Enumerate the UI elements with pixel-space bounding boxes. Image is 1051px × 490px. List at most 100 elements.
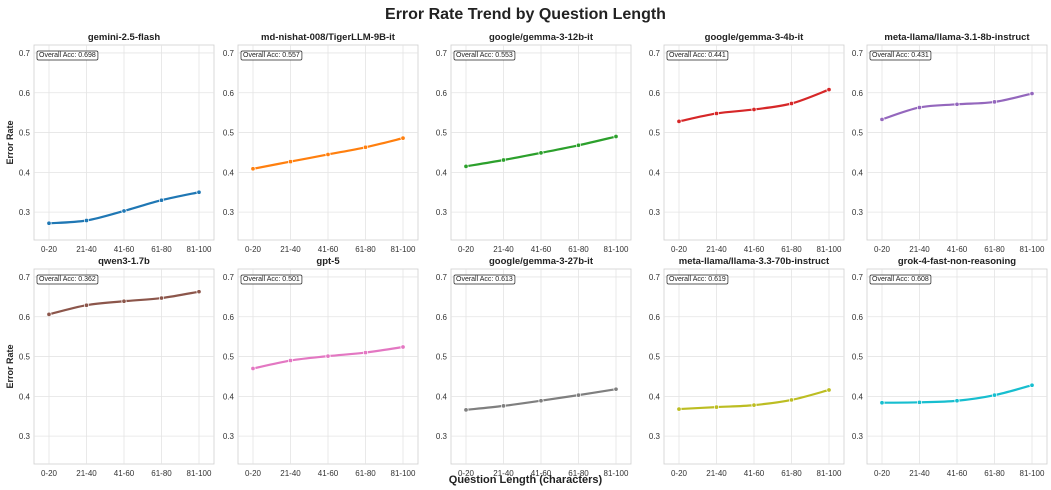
subplot-7: 0.3 0.4 0.5 0.6 0.7 0-20 21-40 41-60 61-80 81-100…: [223, 256, 419, 478]
data-point: [121, 208, 127, 214]
data-point: [83, 217, 90, 224]
overall-accuracy-label: Overall Acc: 0.619: [669, 276, 726, 283]
y-tick-label: 0.6: [223, 89, 235, 98]
subplot-10: 0.3 0.4 0.5 0.6 0.7 0-20 21-40 41-60 61-80 81-100…: [852, 256, 1048, 478]
data-point: [463, 407, 469, 413]
y-tick-label: 0.7: [436, 49, 448, 58]
data-point: [196, 189, 202, 195]
y-axis-label: Error Rate: [5, 120, 15, 164]
x-tick-label: 0-20: [458, 245, 475, 254]
x-tick-label: 41-60: [744, 469, 765, 478]
subplot-8: 0.3 0.4 0.5 0.6 0.7 0-20 21-40 41-60 61-80 81-100…: [436, 256, 632, 478]
y-tick-label: 0.3: [436, 432, 448, 441]
subplot-title: google/gemma-3-12b-it: [489, 32, 594, 43]
subplot-title: md-nishat-008/TigerLLM-9B-it: [261, 32, 396, 43]
figure-title: Error Rate Trend by Question Length: [385, 6, 666, 23]
y-tick-label: 0.4: [19, 168, 31, 177]
data-point: [83, 302, 90, 308]
overall-accuracy-label: Overall Acc: 0.553: [456, 52, 513, 59]
data-point: [500, 403, 507, 409]
x-tick-label: 41-60: [744, 245, 765, 254]
data-point: [751, 106, 757, 113]
subplot-title: meta-llama/llama-3.3-70b-instruct: [679, 256, 830, 267]
data-point: [250, 365, 256, 372]
data-point: [1029, 382, 1035, 388]
data-point: [575, 392, 582, 398]
data-point: [613, 386, 619, 392]
y-tick-label: 0.3: [223, 432, 235, 441]
y-tick-label: 0.7: [649, 49, 661, 58]
y-tick-label: 0.5: [649, 129, 661, 138]
data-point: [400, 344, 406, 350]
x-tick-label: 0-20: [41, 469, 58, 478]
y-tick-label: 0.4: [223, 168, 235, 177]
x-tick-label: 41-60: [947, 245, 968, 254]
x-tick-label: 21-40: [909, 469, 930, 478]
y-axis-label: Error Rate: [5, 344, 15, 388]
data-point: [826, 387, 832, 393]
annotation-box: [869, 50, 932, 61]
x-tick-label: 81-100: [817, 245, 842, 254]
data-point: [916, 399, 923, 405]
data-point: [916, 104, 923, 111]
data-point: [362, 350, 369, 356]
y-tick-label: 0.4: [436, 168, 448, 177]
x-tick-label: 61-80: [355, 469, 376, 478]
data-point: [751, 402, 757, 408]
data-point: [325, 353, 331, 359]
annotation-box: [453, 50, 516, 61]
x-tick-label: 41-60: [531, 469, 552, 478]
data-point: [538, 150, 544, 156]
y-tick-label: 0.5: [223, 129, 235, 138]
y-tick-label: 0.3: [19, 432, 31, 441]
subplot-6: 0.3 0.4 0.5 0.6 0.7 0-20 21-40 41-60 61-80 81-100…: [19, 256, 215, 478]
annotation-box: [666, 50, 729, 61]
x-tick-label: 41-60: [114, 245, 135, 254]
annotation-box: [666, 274, 729, 285]
x-tick-label: 0-20: [458, 469, 475, 478]
data-point: [713, 404, 720, 410]
x-tick-label: 81-100: [391, 245, 416, 254]
data-point: [788, 397, 795, 403]
y-tick-label: 0.3: [852, 432, 864, 441]
data-point: [196, 289, 202, 295]
data-point: [879, 400, 885, 406]
data-point: [954, 101, 960, 107]
x-tick-label: 21-40: [280, 469, 301, 478]
data-point: [287, 357, 294, 364]
x-tick-label: 61-80: [151, 245, 172, 254]
overall-accuracy-label: Overall Acc: 0.698: [39, 52, 96, 59]
x-tick-label: 21-40: [76, 469, 97, 478]
subplot-title: qwen3-1.7b: [98, 256, 150, 267]
subplot-title: grok-4-fast-non-reasoning: [898, 256, 1016, 267]
x-tick-label: 81-100: [187, 469, 212, 478]
x-tick-label: 61-80: [568, 245, 589, 254]
x-tick-label: 0-20: [245, 245, 262, 254]
data-point: [538, 398, 544, 404]
x-tick-label: 81-100: [1020, 469, 1045, 478]
x-tick-label: 21-40: [493, 245, 514, 254]
overall-accuracy-label: Overall Acc: 0.501: [243, 276, 300, 283]
x-tick-label: 41-60: [114, 469, 135, 478]
x-tick-label: 41-60: [318, 469, 339, 478]
y-tick-label: 0.6: [436, 89, 448, 98]
overall-accuracy-label: Overall Acc: 0.431: [872, 52, 929, 59]
y-tick-label: 0.6: [852, 89, 864, 98]
y-tick-label: 0.4: [852, 168, 864, 177]
x-tick-label: 61-80: [984, 469, 1005, 478]
y-tick-label: 0.7: [19, 273, 31, 282]
subplot-3: 0.3 0.4 0.5 0.6 0.7 0-20 21-40 41-60 61-80 81-100…: [436, 32, 632, 254]
subplot-2: 0.3 0.4 0.5 0.6 0.7 0-20 21-40 41-60 61-80 81-100…: [223, 32, 419, 254]
data-point: [287, 159, 294, 165]
data-point: [788, 100, 795, 107]
annotation-box: [36, 274, 99, 285]
data-point: [362, 144, 369, 150]
subplot-title: gpt-5: [316, 256, 340, 267]
x-tick-label: 41-60: [531, 245, 552, 254]
x-tick-label: 0-20: [874, 245, 891, 254]
x-tick-label: 61-80: [781, 469, 802, 478]
x-tick-label: 61-80: [568, 469, 589, 478]
y-tick-label: 0.3: [223, 208, 235, 217]
y-tick-label: 0.4: [436, 392, 448, 401]
x-tick-label: 21-40: [493, 469, 514, 478]
